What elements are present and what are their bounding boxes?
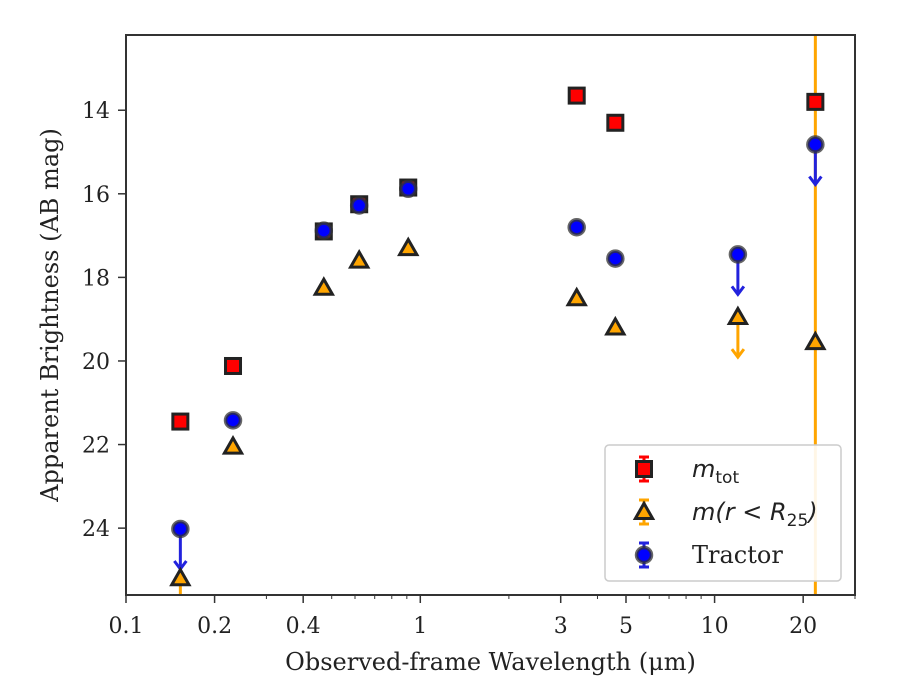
legend-box [604,444,842,582]
data-point-circle [223,411,243,430]
y-tick-label: 18 [82,266,110,291]
legend-marker-square [635,460,653,478]
x-tick-label: 0.2 [197,614,232,639]
y-tick-label: 22 [82,434,110,459]
y-tick-label: 20 [82,350,110,375]
legend-label: m(r < R25) [692,498,818,531]
plot-clip-group [169,35,827,608]
y-axis: 14 16 18 20 22 24 [82,99,126,542]
data-point-circle [398,179,418,199]
plot-area [169,35,827,608]
legend: mtot m(r < R25) Tractor [604,444,842,582]
legend-label: Tractor [692,541,783,569]
legend-entry: mtot [635,455,739,488]
legend-marker-triangle [632,500,656,520]
x-tick-label: 20 [789,614,817,639]
x-tick-label: 5 [619,614,633,639]
data-point-circle [349,196,369,215]
legend-entry: m(r < R25) [632,498,818,531]
x-tick-label: 1 [413,614,427,639]
x-axis: 0.1 0.2 0.4 1 3 5 10 20 [109,595,856,639]
upper-limit-arrowhead [730,285,746,297]
legend-marker-circle [634,545,654,565]
y-tick-label: 24 [82,517,110,542]
data-point-triangle [312,276,336,296]
data-point-square [806,92,825,111]
x-tick-label: 0.4 [286,614,321,639]
data-point-square [171,412,190,431]
x-axis-title: Observed-frame Wavelength (μm) [285,648,696,676]
data-point-circle [728,245,748,264]
legend-entry: Tractor [634,541,783,569]
y-axis-title: Apparent Brightness (AB mag) [36,128,64,503]
data-point-circle [314,221,334,240]
upper-limit-arrowhead [808,175,823,187]
data-point-square [567,86,586,105]
x-tick-label: 10 [701,614,729,639]
y-tick-label: 16 [82,183,110,208]
x-tick-label: 0.1 [109,614,144,639]
y-tick-label: 14 [82,99,110,124]
data-point-circle [806,135,825,154]
data-point-circle [171,519,190,539]
data-point-triangle [604,315,627,336]
legend-label: mtot [692,455,739,488]
upper-limit-arrowhead [730,348,746,360]
data-point-triangle [397,236,420,257]
data-point-circle [567,217,586,237]
upper-limit-arrowhead [174,600,186,608]
x-tick-label: 3 [554,614,568,639]
data-point-square [606,113,625,132]
data-point-triangle [804,330,827,351]
data-point-triangle [726,305,750,326]
data-point-triangle [169,566,192,587]
data-point-circle [606,249,625,268]
data-point-square [224,356,243,375]
data-point-triangle [565,286,588,307]
plot-frame [125,34,856,596]
data-point-triangle [347,249,371,269]
data-point-triangle [221,434,245,455]
